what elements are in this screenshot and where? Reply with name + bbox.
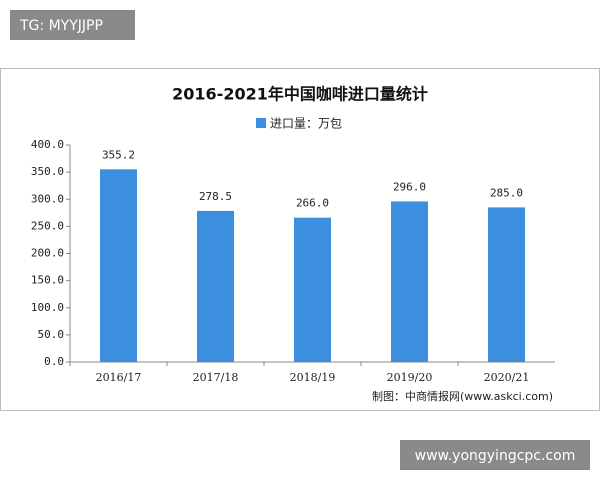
y-tick-label: 200.0 bbox=[31, 247, 64, 260]
value-label: 355.2 bbox=[102, 148, 135, 161]
overlay-text: TG: MYYJJPP bbox=[19, 18, 103, 34]
x-tick-label: 2017/18 bbox=[193, 371, 239, 384]
value-label: 285.0 bbox=[490, 186, 523, 199]
value-label: 266.0 bbox=[296, 197, 329, 210]
y-tick-label: 50.0 bbox=[38, 328, 65, 341]
y-tick-label: 300.0 bbox=[31, 192, 64, 205]
overlay-box bbox=[400, 440, 590, 470]
bar bbox=[488, 207, 525, 362]
y-tick-label: 250.0 bbox=[31, 219, 64, 232]
chart-title: 2016-2021年中国咖啡进口量统计 bbox=[172, 85, 428, 104]
y-tick-label: 0.0 bbox=[44, 355, 64, 368]
overlay-box bbox=[10, 10, 135, 40]
x-tick-label: 2016/17 bbox=[96, 371, 142, 384]
x-tick-label: 2020/21 bbox=[484, 371, 530, 384]
x-tick-label: 2019/20 bbox=[387, 371, 433, 384]
legend-label: 进口量：万包 bbox=[270, 117, 342, 131]
y-tick-label: 400.0 bbox=[31, 138, 64, 151]
bar bbox=[100, 169, 137, 362]
bar bbox=[391, 201, 428, 362]
value-label: 296.0 bbox=[393, 180, 426, 193]
y-tick-label: 350.0 bbox=[31, 165, 64, 178]
value-label: 278.5 bbox=[199, 190, 232, 203]
legend-swatch bbox=[256, 118, 266, 128]
overlay-text: www.yongyingcpc.com bbox=[415, 448, 576, 464]
source-note: 制图：中商情报网(www.askci.com) bbox=[372, 389, 553, 403]
bar bbox=[197, 210, 234, 362]
y-tick-label: 150.0 bbox=[31, 274, 64, 287]
x-tick-label: 2018/19 bbox=[290, 371, 336, 384]
y-tick-label: 100.0 bbox=[31, 301, 64, 314]
bar bbox=[294, 217, 331, 362]
